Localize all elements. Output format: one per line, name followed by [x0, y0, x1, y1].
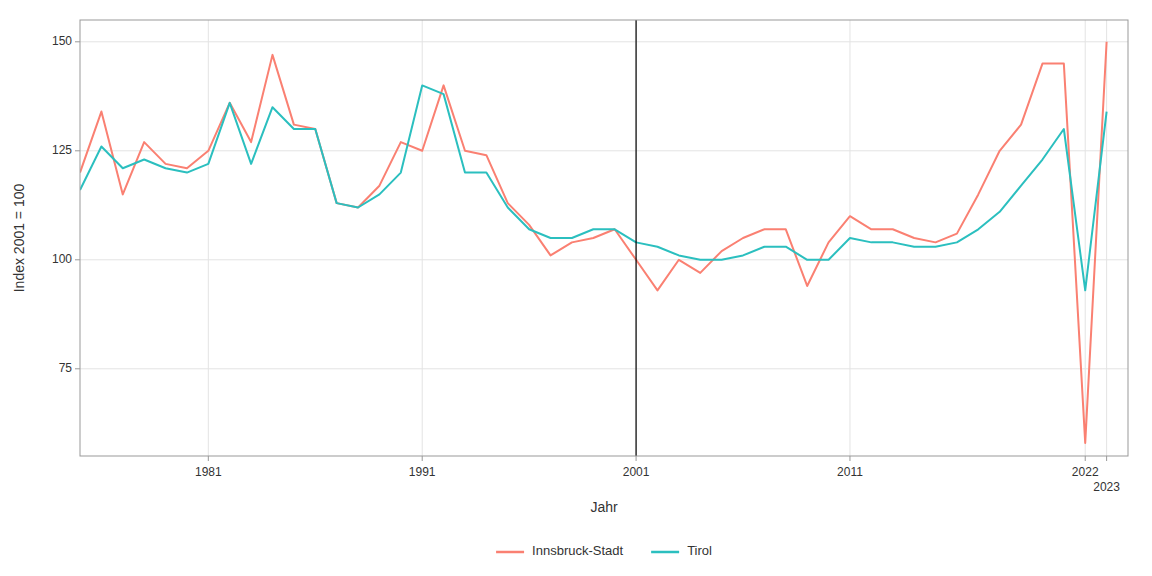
legend: Innsbruck-Stadt Tirol [496, 543, 712, 558]
legend-item: Tirol [651, 543, 712, 558]
x-tick [849, 456, 850, 461]
x-grid-line [1106, 20, 1107, 456]
y-tick-label: 100 [52, 252, 72, 266]
y-tick-label: 125 [52, 143, 72, 157]
legend-label: Tirol [687, 543, 712, 558]
legend-label: Innsbruck-Stadt [532, 543, 623, 558]
y-grid-line [80, 259, 1128, 260]
reference-line [635, 20, 636, 456]
chart-container: 75 100 125 150 1981 1991 2001 2011 20222023 Jahr I… [0, 0, 1152, 576]
y-axis-label: Index 2001 = 100 [11, 183, 27, 292]
x-tick [422, 456, 423, 461]
chart: 75 100 125 150 1981 1991 2001 2011 20222023 Jahr I… [0, 0, 1152, 576]
x-axis-label: Jahr [590, 499, 618, 515]
y-tick-label: 75 [59, 361, 73, 375]
plot-area [80, 20, 1107, 456]
x-tick [208, 456, 209, 461]
x-axis: 1981 1991 2001 2011 20222023 [195, 456, 1120, 494]
x-grid-line [208, 20, 209, 456]
x-tick-label: 1981 [195, 465, 222, 479]
x-tick [1085, 456, 1086, 461]
grid [80, 20, 1128, 456]
x-grid-line [636, 20, 637, 456]
x-tick [636, 456, 637, 461]
legend-item: Innsbruck-Stadt [496, 543, 623, 558]
x-tick [1106, 456, 1107, 461]
x-tick-label: 2022 [1072, 465, 1099, 479]
y-grid-line [80, 368, 1128, 369]
x-tick-label: 2011 [837, 465, 863, 479]
x-tick-label: 2001 [623, 465, 650, 479]
legend-swatch [651, 551, 679, 554]
y-tick [75, 259, 80, 260]
y-tick [75, 150, 80, 151]
x-grid-line [1085, 20, 1086, 456]
plot-frame [80, 20, 1128, 456]
y-tick [75, 368, 80, 369]
y-axis: 75 100 125 150 [52, 34, 80, 375]
plot-background [80, 20, 1128, 456]
y-tick [75, 41, 80, 42]
y-tick-label: 150 [52, 34, 72, 48]
legend-swatch [496, 551, 524, 554]
series-line [80, 42, 1107, 443]
series-line [80, 85, 1107, 290]
x-tick-label: 2023 [1093, 480, 1120, 494]
y-grid-line [80, 150, 1128, 151]
x-tick-label: 1991 [409, 465, 436, 479]
y-grid-line [80, 41, 1128, 42]
